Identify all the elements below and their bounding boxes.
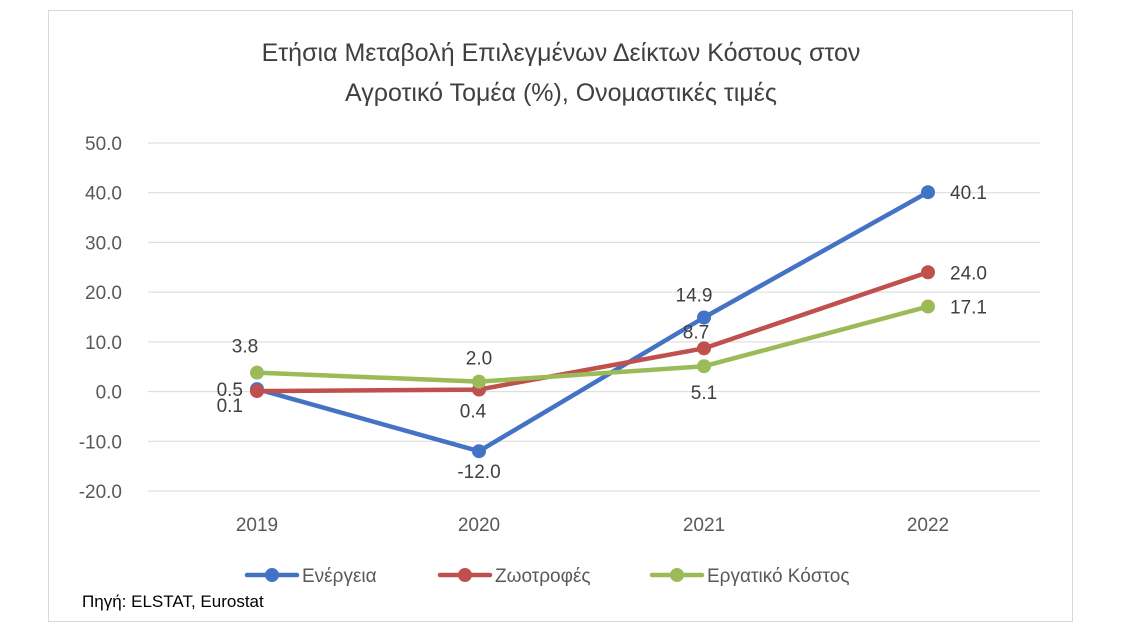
data-label: 0.4 (460, 402, 487, 423)
data-point (921, 185, 935, 200)
y-tick-label: 10.0 (85, 333, 122, 354)
y-axis: 50.0 40.0 30.0 20.0 10.0 0.0 -10.0 -20.0 (79, 134, 122, 503)
data-label: 0.5 (217, 380, 243, 401)
data-point (472, 444, 486, 459)
series-line (254, 304, 931, 384)
series (250, 185, 935, 459)
gridlines (148, 142, 1040, 492)
x-tick-label: 2022 (907, 515, 949, 536)
legend-label: Εργατικό Κόστος (707, 566, 850, 587)
data-point (697, 359, 711, 374)
legend-marker (265, 568, 279, 582)
data-label: 40.1 (950, 183, 987, 204)
data-label: 14.9 (676, 285, 713, 306)
series-line (254, 270, 931, 394)
x-tick-label: 2021 (683, 515, 725, 536)
data-label: 5.1 (691, 383, 717, 404)
y-tick-label: 0.0 (96, 383, 122, 404)
data-label: -12.0 (457, 462, 500, 483)
data-point (697, 341, 711, 356)
series-line (254, 189, 931, 454)
data-label: 17.1 (950, 298, 987, 319)
legend: Ενέργεια Ζωοτροφές Εργατικό Κόστος (244, 566, 850, 587)
x-axis: 2019 2020 2021 2022 (236, 515, 949, 536)
legend-marker (670, 568, 684, 582)
data-point (921, 265, 935, 280)
data-point (250, 365, 264, 380)
y-tick-label: 50.0 (85, 134, 122, 155)
legend-label: Ενέργεια (302, 566, 377, 587)
data-label: 2.0 (466, 349, 492, 370)
data-point (250, 384, 264, 399)
x-tick-label: 2019 (236, 515, 278, 536)
data-label: 3.8 (232, 337, 258, 358)
data-point (697, 310, 711, 325)
y-tick-label: -10.0 (79, 432, 122, 453)
y-tick-label: 40.0 (85, 184, 122, 205)
y-tick-label: 20.0 (85, 283, 122, 304)
data-labels: 0.5 -12.0 14.9 40.1 0.1 0.4 8.7 24.0 3.8 2.0 5.1 17… (217, 183, 987, 483)
data-point (472, 374, 486, 389)
source-note: Πηγή: ELSTAT, Eurostat (82, 592, 264, 611)
data-label: 24.0 (950, 263, 987, 284)
x-tick-label: 2020 (458, 515, 500, 536)
chart-title: Ετήσια Μεταβολή Επιλεγμένων Δείκτων Κόστ… (262, 39, 861, 107)
legend-marker (458, 568, 472, 582)
data-point (921, 299, 935, 314)
chart-title-line: Αγροτικό Τομέα (%), Ονομαστικές τιμές (345, 79, 777, 107)
chart-title-line: Ετήσια Μεταβολή Επιλεγμένων Δείκτων Κόστ… (262, 39, 861, 67)
y-tick-label: -20.0 (79, 482, 122, 503)
legend-label: Ζωοτροφές (495, 566, 591, 587)
data-label: 8.7 (683, 322, 709, 343)
data-label: 0.1 (217, 396, 243, 417)
y-tick-label: 30.0 (85, 233, 122, 254)
chart-frame (48, 10, 1073, 622)
